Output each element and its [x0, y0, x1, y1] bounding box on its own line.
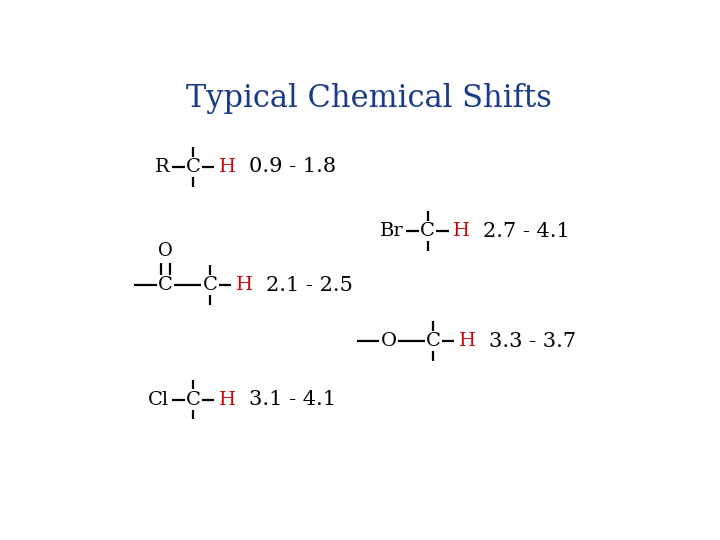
Text: C: C	[420, 222, 435, 240]
Text: 3.1 - 4.1: 3.1 - 4.1	[249, 390, 336, 409]
Text: H: H	[454, 222, 470, 240]
Text: O: O	[381, 332, 397, 350]
Text: C: C	[158, 276, 173, 294]
Text: 3.3 - 3.7: 3.3 - 3.7	[489, 332, 576, 351]
Text: 2.7 - 4.1: 2.7 - 4.1	[483, 221, 570, 241]
Text: 2.1 - 2.5: 2.1 - 2.5	[266, 276, 353, 295]
Text: O: O	[158, 242, 173, 260]
Text: R: R	[155, 158, 169, 176]
Text: H: H	[219, 390, 236, 409]
Text: H: H	[219, 158, 236, 176]
Text: H: H	[459, 332, 476, 350]
Text: Cl: Cl	[148, 390, 169, 409]
Text: 0.9 - 1.8: 0.9 - 1.8	[249, 157, 336, 176]
Text: C: C	[202, 276, 217, 294]
Text: Typical Chemical Shifts: Typical Chemical Shifts	[186, 83, 552, 113]
Text: C: C	[186, 390, 201, 409]
Text: C: C	[186, 158, 201, 176]
Text: Br: Br	[380, 222, 404, 240]
Text: C: C	[426, 332, 441, 350]
Text: H: H	[235, 276, 253, 294]
